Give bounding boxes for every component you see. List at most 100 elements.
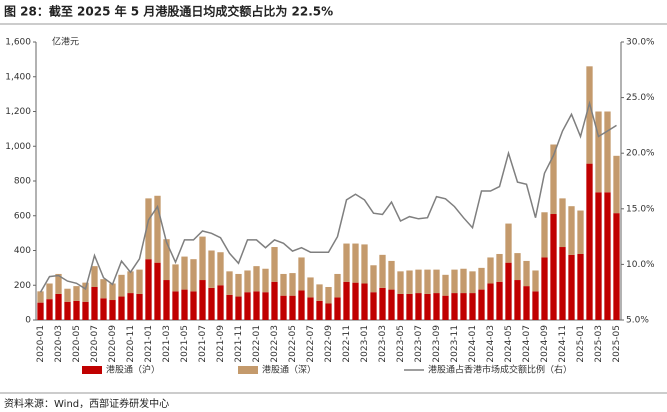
bar	[469, 271, 476, 294]
bar	[352, 282, 359, 320]
bar	[298, 257, 305, 291]
bar	[307, 277, 314, 298]
bar	[595, 111, 602, 193]
bar	[532, 270, 539, 292]
bar	[352, 243, 359, 283]
bar	[334, 297, 341, 320]
bar	[298, 290, 305, 320]
y-tick-label: 1,200	[5, 107, 31, 117]
x-tick-label: 2020-05	[72, 325, 82, 363]
bar	[172, 264, 179, 292]
x-tick-label: 2020-01	[36, 325, 46, 363]
bar	[100, 298, 107, 320]
bar	[289, 273, 296, 296]
y-tick-label: 1,600	[5, 38, 31, 48]
bar	[136, 293, 143, 320]
bar	[163, 280, 170, 320]
bar	[91, 286, 98, 320]
bar	[280, 273, 287, 296]
x-tick-label: 2025-05	[612, 325, 622, 363]
source: 资料来源：Wind，西部证券研发中心	[4, 397, 169, 410]
bar	[325, 303, 332, 320]
y2-tick-label: 25.0%	[626, 93, 655, 103]
bar	[109, 283, 116, 301]
x-tick-label: 2025-01	[576, 325, 586, 363]
bar	[397, 271, 404, 294]
bar	[46, 283, 53, 300]
bar	[181, 289, 188, 320]
bar	[397, 293, 404, 320]
bar	[136, 269, 143, 294]
bar	[577, 253, 584, 320]
bar	[460, 268, 467, 294]
y-tick-label: 0	[25, 316, 31, 326]
bar	[64, 288, 71, 302]
bar	[145, 198, 152, 260]
bar	[55, 273, 62, 294]
bar	[505, 223, 512, 263]
x-tick-label: 2022-11	[342, 325, 352, 363]
bar	[82, 301, 89, 320]
bar	[478, 289, 485, 320]
x-tick-label: 2020-11	[126, 325, 136, 363]
bar	[208, 250, 215, 288]
bar	[433, 293, 440, 320]
bar	[307, 297, 314, 320]
bar	[442, 295, 449, 320]
bar	[424, 269, 431, 294]
bar	[127, 271, 134, 294]
bar	[127, 293, 134, 320]
bar	[406, 293, 413, 320]
bar	[595, 192, 602, 320]
bar	[199, 280, 206, 320]
bar	[64, 301, 71, 320]
bar	[613, 213, 620, 320]
bar	[577, 210, 584, 254]
bar	[118, 274, 125, 297]
bar	[118, 296, 125, 320]
bar	[442, 274, 449, 296]
y-tick-label: 400	[14, 246, 31, 256]
bar	[388, 260, 395, 290]
bar	[91, 266, 98, 287]
bar	[415, 269, 422, 294]
bar	[451, 269, 458, 294]
bar	[262, 268, 269, 293]
bar	[514, 253, 521, 281]
x-tick-label: 2024-03	[486, 325, 496, 363]
bar	[523, 286, 530, 320]
bar	[550, 214, 557, 320]
bar	[406, 270, 413, 294]
bar	[559, 247, 566, 320]
bar	[433, 269, 440, 294]
x-tick-label: 2020-07	[90, 325, 100, 363]
bar	[253, 291, 260, 320]
legend-label: 港股通占香港市场成交额比例（右）	[428, 364, 572, 376]
bar	[235, 296, 242, 320]
bar	[190, 259, 197, 292]
x-tick-label: 2023-05	[396, 325, 406, 363]
bar	[253, 266, 260, 292]
y2-tick-label: 30.0%	[626, 38, 655, 48]
y2-tick-label: 10.0%	[626, 260, 655, 270]
x-tick-label: 2024-11	[558, 325, 568, 363]
x-tick-label: 2025-03	[594, 325, 604, 363]
y-axis-label: 亿港元	[52, 36, 79, 48]
bar	[550, 144, 557, 215]
bar	[37, 302, 44, 320]
bar	[487, 283, 494, 320]
bar	[217, 285, 224, 320]
bar	[541, 257, 548, 320]
legend-label: 港股通（沪）	[106, 364, 160, 376]
x-tick-label: 2024-05	[504, 325, 514, 363]
x-tick-label: 2021-01	[144, 325, 154, 363]
bar	[199, 236, 206, 281]
bar	[523, 260, 530, 287]
x-tick-label: 2023-07	[414, 325, 424, 363]
x-tick-label: 2023-09	[432, 325, 442, 363]
bar	[559, 198, 566, 248]
bar	[514, 280, 521, 320]
x-tick-label: 2022-05	[288, 325, 298, 363]
bar	[469, 293, 476, 320]
y2-tick-label: 15.0%	[626, 204, 655, 214]
